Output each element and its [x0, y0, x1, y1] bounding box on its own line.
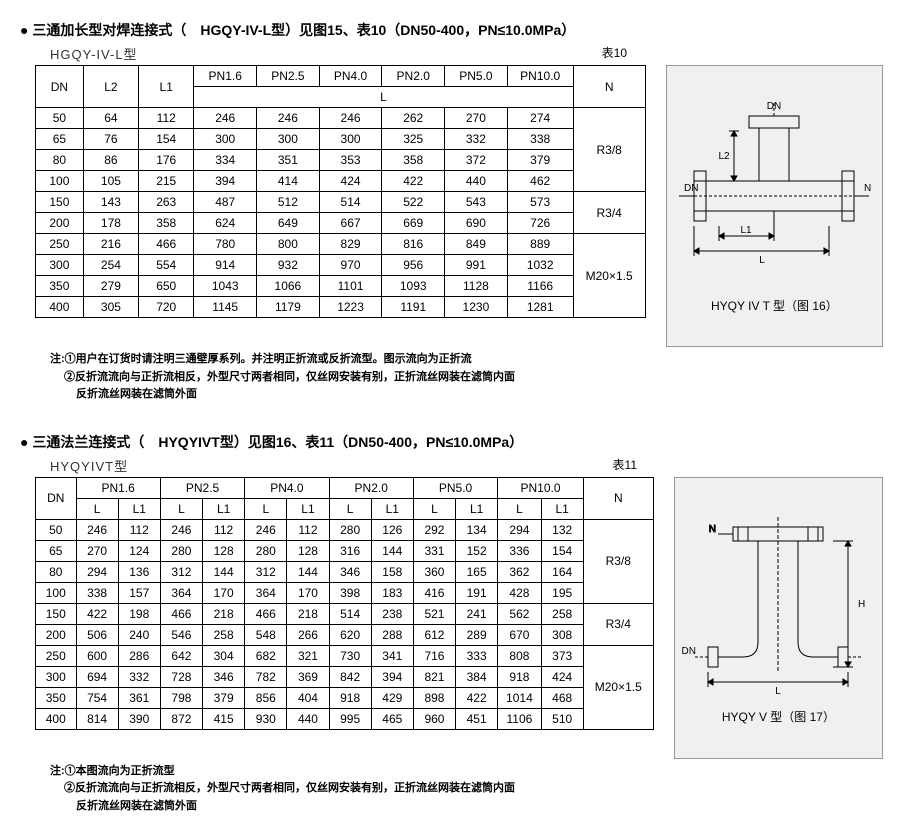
note: 反折流丝网装在滤筒外面	[76, 386, 883, 404]
section-1-notes: 注:①用户在订货时请注明三通壁厚系列。并注明正折流或反折流型。图示流向为正折流 …	[50, 351, 883, 404]
col-pn16: PN1.6	[194, 66, 257, 87]
table-row: 6576154300300300325332338	[36, 129, 646, 150]
diagram-17: N DN H L HYQY V 型（图 17）	[674, 477, 883, 759]
col-pn50: PN5.0	[445, 66, 508, 87]
table-11-label: 表11	[613, 456, 637, 475]
table-row: 250216466780800829816849889M20×1.5	[36, 234, 646, 255]
col-l1: L1	[139, 66, 194, 108]
table-10: DN L2 L1 PN1.6 PN2.5 PN4.0 PN2.0 PN5.0 P…	[35, 65, 646, 318]
table-row: 150422198466218466218514238521241562258R…	[36, 603, 654, 624]
diagram-16-svg: DN L2 DN N L1 L	[674, 91, 874, 291]
col-pn16: PN1.6	[76, 477, 160, 498]
col-pn25: PN2.5	[160, 477, 244, 498]
table-row: 350279650104310661101109311281166	[36, 276, 646, 297]
svg-text:DN: DN	[767, 101, 781, 112]
section-2-notes: 注:①本图流向为正折流型 ②反折流流向与正折流相反，外型尺寸两者相同，仅丝网安装…	[50, 763, 883, 816]
svg-text:L2: L2	[719, 151, 731, 162]
table-10-label: 表10	[602, 44, 627, 63]
table-row: 250600286642304682321730341716333808373M…	[36, 645, 654, 666]
table-row: 65270124280128280128316144331152336154	[36, 540, 654, 561]
table-row: 8086176334351353358372379	[36, 150, 646, 171]
col-l2: L2	[83, 66, 138, 108]
table-11: DN PN1.6 PN2.5 PN4.0 PN2.0 PN5.0 PN10.0 …	[35, 477, 654, 730]
svg-text:DN: DN	[684, 183, 698, 194]
diagram-17-svg: N DN H L	[678, 502, 878, 702]
svg-text:N: N	[864, 183, 871, 194]
note: 反折流丝网装在滤筒外面	[76, 798, 883, 816]
col-l-span: L	[194, 87, 573, 108]
diagram-17-caption: HYQY V 型（图 17）	[722, 708, 835, 725]
table-row: 100338157364170364170398183416191428195	[36, 582, 654, 603]
svg-text:DN: DN	[682, 646, 696, 657]
col-pn40: PN4.0	[245, 477, 329, 498]
note: ②反折流流向与正折流相反，外型尺寸两者相同，仅丝网安装有别，正折流丝网装在滤筒内…	[64, 780, 883, 798]
section-2-title: ● 三通法兰连接式（ HYQYIVT型）见图16、表11（DN50-400，PN…	[20, 432, 883, 452]
table-row: 200506240546258548266620288612289670308	[36, 624, 654, 645]
col-pn100: PN10.0	[498, 477, 584, 498]
note: 注:①用户在订货时请注明三通壁厚系列。并注明正折流或反折流型。图示流向为正折流	[50, 351, 883, 369]
col-pn40: PN4.0	[319, 66, 382, 87]
svg-text:L: L	[776, 686, 782, 697]
table-row: 5064112246246246262270274R3/8	[36, 108, 646, 129]
col-pn20: PN2.0	[329, 477, 413, 498]
col-pn50: PN5.0	[413, 477, 497, 498]
col-pn100: PN10.0	[507, 66, 573, 87]
table-row: 3507543617983798564049184298984221014468	[36, 687, 654, 708]
table-row: 50246112246112246112280126292134294132R3…	[36, 519, 654, 540]
table-row: 4008143908724159304409954659604511106510	[36, 708, 654, 729]
section-1-title-text: 三通加长型对焊连接式（ HGQY-IV-L型）见图15、表10（DN50-400…	[32, 22, 575, 38]
section-2-title-text: 三通法兰连接式（ HYQYIVT型）见图16、表11（DN50-400，PN≤1…	[32, 434, 523, 450]
svg-text:H: H	[858, 599, 865, 610]
table-row: 80294136312144312144346158360165362164	[36, 561, 654, 582]
col-pn25: PN2.5	[257, 66, 320, 87]
table-row: 100105215394414424422440462	[36, 171, 646, 192]
svg-text:L: L	[760, 255, 766, 266]
diagram-16-caption: HYQY IV T 型（图 16）	[711, 297, 838, 314]
section-1: ● 三通加长型对焊连接式（ HGQY-IV-L型）见图15、表10（DN50-4…	[20, 20, 883, 404]
section-2: ● 三通法兰连接式（ HYQYIVT型）见图16、表11（DN50-400，PN…	[20, 432, 883, 816]
diagram-16: DN L2 DN N L1 L HYQY IV T 型（图 16）	[666, 65, 883, 347]
section-1-title: ● 三通加长型对焊连接式（ HGQY-IV-L型）见图15、表10（DN50-4…	[20, 20, 883, 40]
table-row: 3002545549149329709569911032	[36, 255, 646, 276]
svg-text:N: N	[709, 524, 716, 535]
col-pn20: PN2.0	[382, 66, 445, 87]
table-row: 300694332728346782369842394821384918424	[36, 666, 654, 687]
col-dn: DN	[36, 477, 77, 519]
note: 注:①本图流向为正折流型	[50, 763, 883, 781]
col-dn: DN	[36, 66, 84, 108]
note: ②反折流流向与正折流相反，外型尺寸两者相同，仅丝网安装有别，正折流丝网装在滤筒内…	[64, 369, 883, 387]
col-n: N	[573, 66, 645, 108]
section-1-subtitle: HGQY-IV-L型	[50, 44, 138, 63]
svg-text:L1: L1	[741, 225, 753, 236]
section-2-subtitle: HYQYIVT型	[50, 456, 128, 475]
table-row: 400305720114511791223119112301281	[36, 297, 646, 318]
table-row: 150143263487512514522543573R3/4	[36, 192, 646, 213]
table-row: 200178358624649667669690726	[36, 213, 646, 234]
col-n: N	[583, 477, 653, 519]
